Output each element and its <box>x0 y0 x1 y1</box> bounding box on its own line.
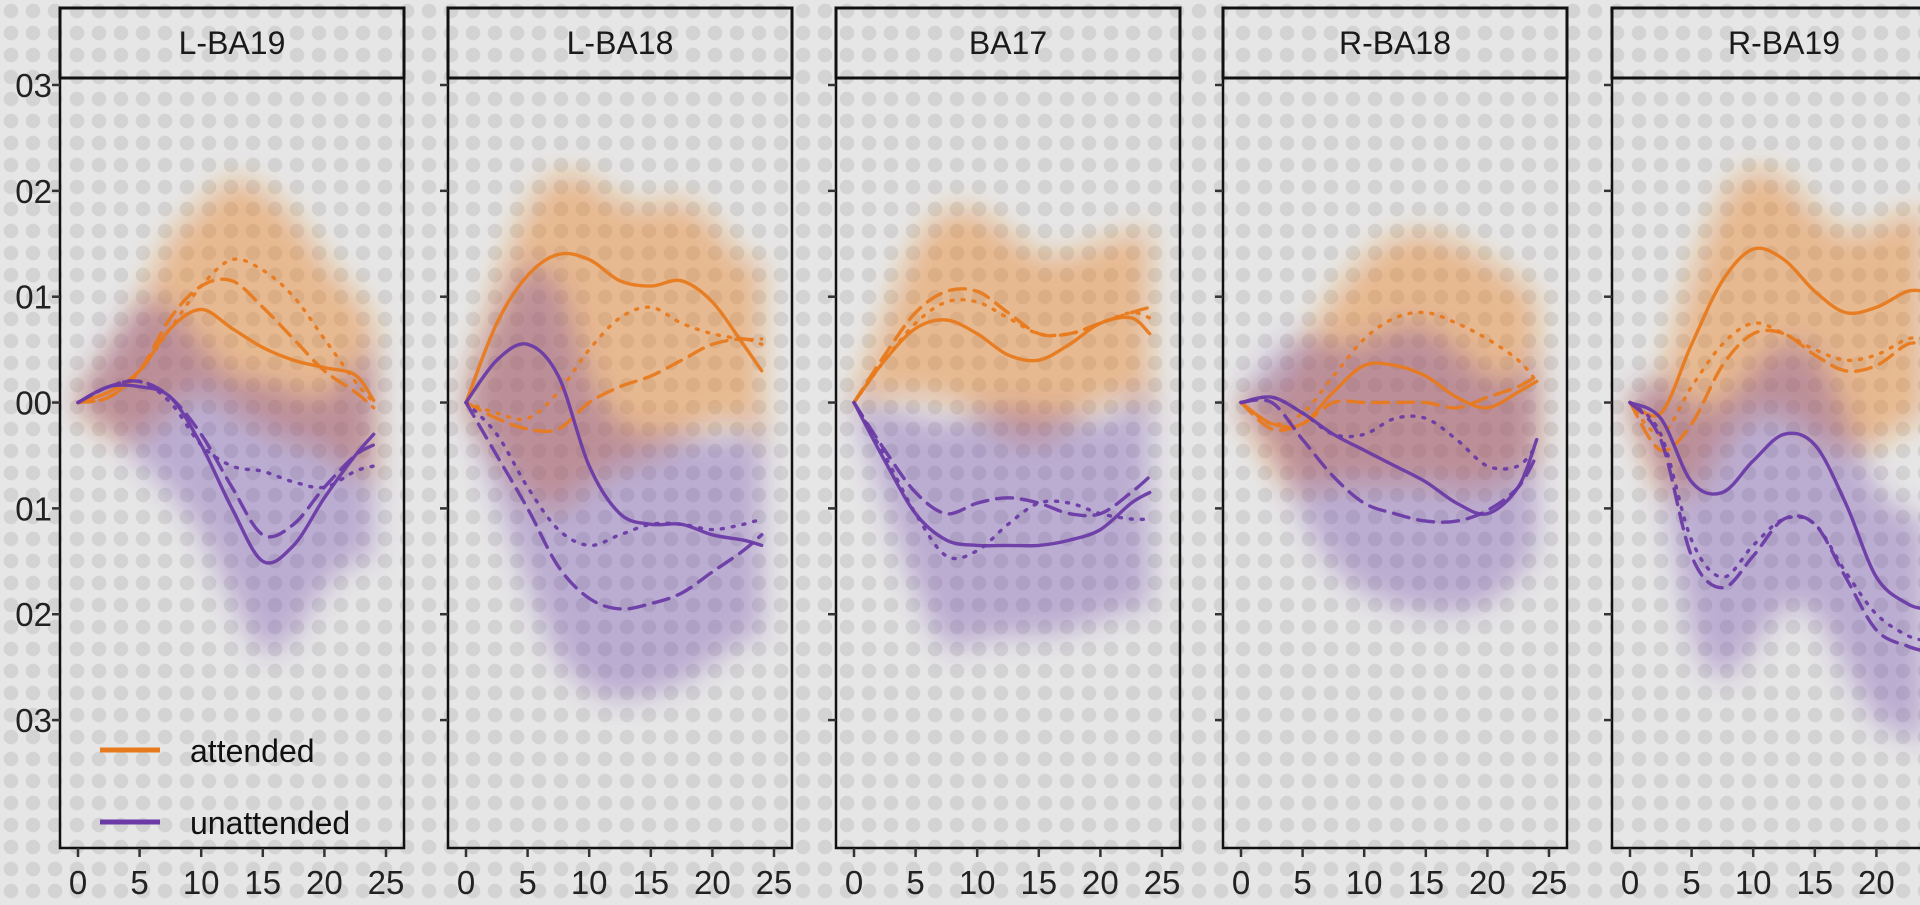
series-line-attended-dotted <box>852 297 1152 405</box>
facet-strip <box>446 6 794 80</box>
y-tick-label: 03 <box>15 702 52 739</box>
series-line-unattended-solid <box>1628 400 1920 610</box>
series-line-unattended-dotted <box>1628 400 1920 642</box>
facet-strip <box>58 6 406 80</box>
series-line-unattended-dotted <box>76 378 376 490</box>
x-tick-label: 5 <box>130 864 148 901</box>
uncertainty-band-group <box>854 208 1150 650</box>
x-tick-label: 5 <box>906 864 924 901</box>
x-tick-label: 15 <box>1796 864 1833 901</box>
uncertainty-band-attended <box>854 208 1150 441</box>
x-tick-label: 25 <box>1531 864 1568 901</box>
x-tick-label: 20 <box>306 864 343 901</box>
facet-strip-label: L-BA19 <box>179 25 286 61</box>
series-line-unattended-dotted <box>1239 395 1539 471</box>
x-tick-label: 5 <box>1682 864 1700 901</box>
y-axis-labels: 03 02 01 00 01 02 03 <box>15 67 52 739</box>
x-tick-label: 15 <box>1020 864 1057 901</box>
x-tick-label: 5 <box>518 864 536 901</box>
y-tick-label: 02 <box>15 173 52 210</box>
facet-strip-label: R-BA19 <box>1728 25 1840 61</box>
series-line-attended-longdash <box>1628 328 1920 453</box>
series-lines <box>76 257 376 565</box>
series-line-attended-dotted <box>464 305 764 422</box>
x-tick-label: 20 <box>1858 864 1895 901</box>
y-tick-label: 00 <box>15 385 52 422</box>
x-tick-label: 0 <box>457 864 475 901</box>
facet-panel-ba17: BA17 0 5 10 15 20 25 <box>828 6 1182 901</box>
facet-panel-r-ba18: R-BA18 0 5 10 15 20 25 <box>1215 6 1569 901</box>
x-tick-label: 15 <box>632 864 669 901</box>
y-tick-label: 03 <box>15 67 52 104</box>
series-line-attended-solid <box>464 251 764 405</box>
x-tick-label: 15 <box>244 864 281 901</box>
series-lines <box>464 251 764 611</box>
x-tick-label: 20 <box>1082 864 1119 901</box>
x-tick-label: 5 <box>1293 864 1311 901</box>
series-lines <box>852 287 1152 561</box>
x-tick-label: 0 <box>845 864 863 901</box>
legend-label-attended: attended <box>190 733 315 769</box>
facet-strip <box>834 6 1182 80</box>
uncertainty-band-unattended <box>1241 326 1537 612</box>
series-line-unattended-dotted <box>852 400 1152 561</box>
uncertainty-band-unattended <box>1630 343 1920 740</box>
x-tick-label: 0 <box>1621 864 1639 901</box>
series-line-attended-longdash <box>852 287 1152 405</box>
facet-strip-label: R-BA18 <box>1339 25 1451 61</box>
facet-strip <box>1610 6 1920 80</box>
y-tick-label: 01 <box>15 490 52 527</box>
x-tick-label: 10 <box>183 864 220 901</box>
legend: attended unattended <box>100 733 350 841</box>
x-tick-label: 0 <box>1232 864 1250 901</box>
facet-strip-label: BA17 <box>969 25 1047 61</box>
series-line-unattended-solid <box>852 400 1152 548</box>
series-line-attended-solid <box>1628 246 1920 418</box>
legend-label-unattended: unattended <box>190 805 350 841</box>
series-lines <box>1628 246 1920 652</box>
x-tick-label: 10 <box>959 864 996 901</box>
x-tick-label: 10 <box>1735 864 1772 901</box>
y-tick-label: 01 <box>15 279 52 316</box>
uncertainty-band-group <box>466 173 762 700</box>
uncertainty-band-unattended <box>854 386 1150 650</box>
series-line-unattended-longdash <box>1239 398 1539 524</box>
series-line-unattended-solid <box>464 342 764 548</box>
x-tick-label: 25 <box>756 864 793 901</box>
series-lines <box>1239 310 1539 524</box>
facet-panel-l-ba18: L-BA18 0 5 10 15 20 25 <box>440 6 794 901</box>
y-tick-label: 02 <box>15 596 52 633</box>
series-line-unattended-dotted <box>464 400 764 548</box>
x-tick-label: 25 <box>368 864 405 901</box>
x-tick-label: 20 <box>694 864 731 901</box>
series-line-attended-longdash <box>464 337 764 434</box>
facet-strip <box>1221 6 1569 80</box>
uncertainty-band-group <box>78 179 374 654</box>
facet-panel-l-ba19: L-BA19 0 5 10 15 20 25 <box>52 6 406 901</box>
series-line-unattended-longdash <box>464 400 764 611</box>
x-tick-label: 10 <box>571 864 608 901</box>
series-line-unattended-longdash <box>852 400 1152 518</box>
x-tick-label: 15 <box>1407 864 1444 901</box>
x-tick-label: 10 <box>1346 864 1383 901</box>
x-tick-label: 25 <box>1144 864 1181 901</box>
facet-strip-label: L-BA18 <box>567 25 674 61</box>
x-tick-label: 20 <box>1469 864 1506 901</box>
x-tick-label: 0 <box>69 864 87 901</box>
uncertainty-band-group <box>1241 232 1537 612</box>
